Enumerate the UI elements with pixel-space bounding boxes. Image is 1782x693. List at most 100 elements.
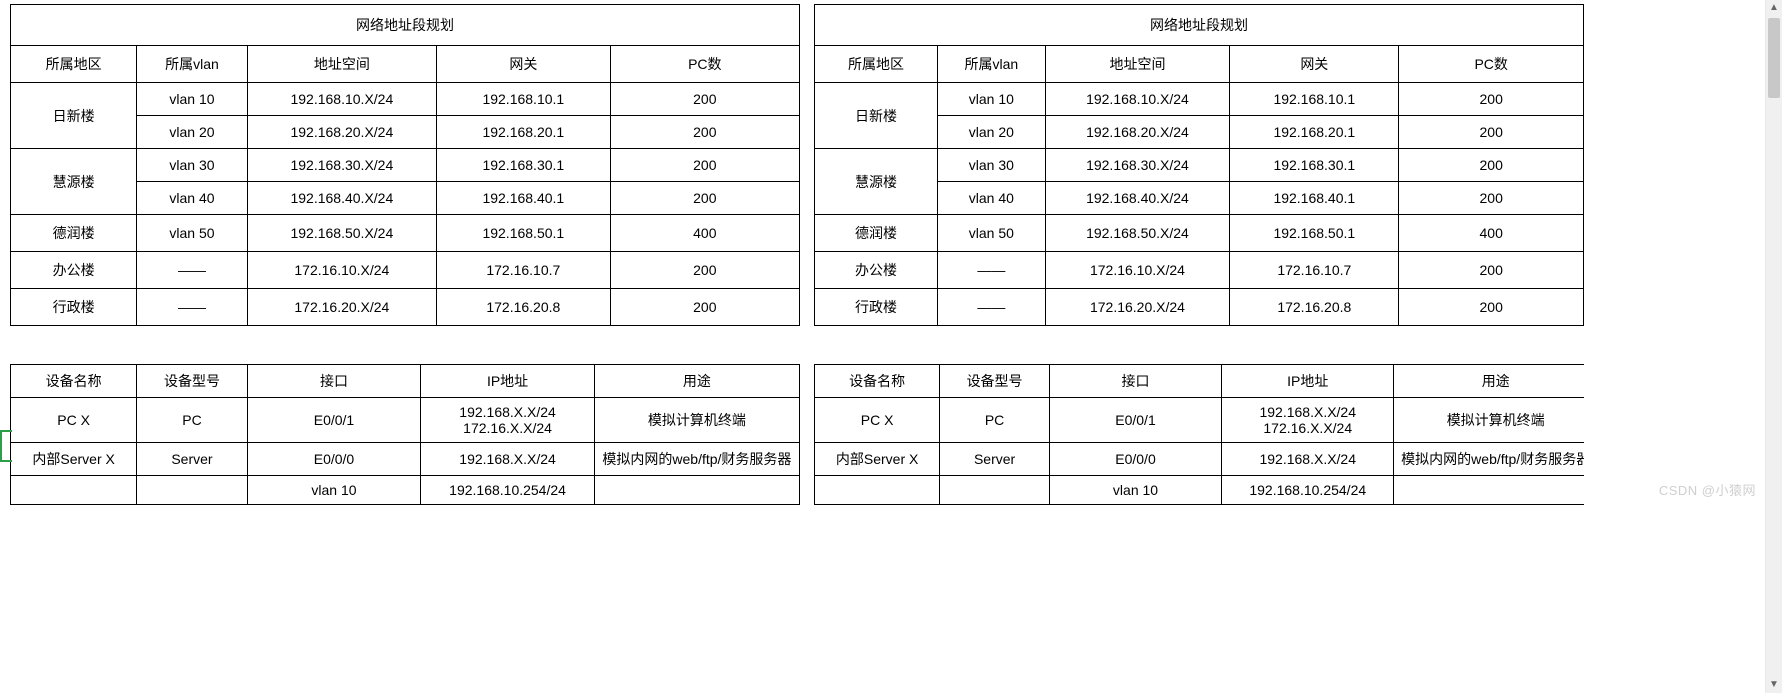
cell: 200 — [1399, 252, 1584, 289]
col-header: 接口 — [247, 365, 421, 398]
col-header: PC数 — [610, 46, 799, 83]
cell: 192.168.20.1 — [1230, 116, 1399, 149]
cell: vlan 30 — [137, 149, 247, 182]
col-header: PC数 — [1399, 46, 1584, 83]
net-plan-table-right-wrap: 网络地址段规划 所属地区 所属vlan 地址空间 网关 PC数 日新楼 vlan… — [814, 4, 1584, 326]
cell: vlan 50 — [137, 215, 247, 252]
cell: E0/0/1 — [247, 398, 421, 443]
cell: vlan 10 — [137, 83, 247, 116]
cell: 172.16.20.X/24 — [1045, 289, 1230, 326]
cell: 192.168.30.X/24 — [1045, 149, 1230, 182]
cell: 192.168.50.X/24 — [247, 215, 436, 252]
cell: 192.168.40.1 — [437, 182, 611, 215]
col-header: 设备型号 — [137, 365, 247, 398]
col-header: 设备名称 — [815, 365, 940, 398]
cell: 192.168.10.254/24 — [1222, 476, 1394, 505]
cell: 400 — [1399, 215, 1584, 252]
region-cell: 办公楼 — [815, 252, 938, 289]
scroll-thumb[interactable] — [1768, 18, 1780, 98]
net-plan-table-left-wrap: 网络地址段规划 所属地区 所属vlan 地址空间 网关 PC数 日新楼 vlan… — [10, 4, 800, 326]
cell: vlan 10 — [1049, 476, 1221, 505]
col-header: 所属vlan — [938, 46, 1046, 83]
col-header: 用途 — [594, 365, 799, 398]
col-header: 网关 — [1230, 46, 1399, 83]
device-table-left: 设备名称 设备型号 接口 IP地址 用途 PC X PC E0/0/1 192.… — [10, 364, 800, 505]
cell: 172.16.20.8 — [437, 289, 611, 326]
col-header: 所属地区 — [815, 46, 938, 83]
cell: 192.168.X.X/24 — [1222, 443, 1394, 476]
cell: 192.168.X.X/24 — [421, 443, 595, 476]
cell — [1394, 476, 1584, 505]
cell: E0/0/0 — [1049, 443, 1221, 476]
col-header: 接口 — [1049, 365, 1221, 398]
cell: vlan 20 — [137, 116, 247, 149]
cell: —— — [938, 252, 1046, 289]
cell: 192.168.10.X/24 — [247, 83, 436, 116]
cell: 200 — [1399, 116, 1584, 149]
device-table-right: 设备名称 设备型号 接口 IP地址 用途 PC X PC E0/0/1 192.… — [814, 364, 1584, 505]
cell: 192.168.30.X/24 — [247, 149, 436, 182]
cell — [137, 476, 247, 505]
cell — [940, 476, 1050, 505]
region-cell: 行政楼 — [815, 289, 938, 326]
cell: 200 — [610, 83, 799, 116]
net-plan-table-left: 网络地址段规划 所属地区 所属vlan 地址空间 网关 PC数 日新楼 vlan… — [10, 4, 800, 326]
cell: vlan 40 — [137, 182, 247, 215]
cell: 200 — [1399, 289, 1584, 326]
net-plan-table-right: 网络地址段规划 所属地区 所属vlan 地址空间 网关 PC数 日新楼 vlan… — [814, 4, 1584, 326]
device-table-left-wrap: 设备名称 设备型号 接口 IP地址 用途 PC X PC E0/0/1 192.… — [10, 364, 800, 505]
region-cell: 德润楼 — [11, 215, 137, 252]
cell: 172.16.10.7 — [1230, 252, 1399, 289]
cell: 192.168.10.1 — [437, 83, 611, 116]
device-table-right-wrap: 设备名称 设备型号 接口 IP地址 用途 PC X PC E0/0/1 192.… — [814, 364, 1584, 505]
cell — [594, 476, 799, 505]
selection-marker — [0, 430, 12, 462]
cell: —— — [137, 289, 247, 326]
cell: PC X — [11, 398, 137, 443]
region-cell: 行政楼 — [11, 289, 137, 326]
cell: Server — [940, 443, 1050, 476]
cell: 200 — [610, 252, 799, 289]
scroll-up-icon[interactable]: ▲ — [1766, 0, 1782, 16]
cell: 200 — [1399, 83, 1584, 116]
scroll-down-icon[interactable]: ▼ — [1766, 677, 1782, 693]
region-cell: 慧源楼 — [11, 149, 137, 215]
region-cell: 德润楼 — [815, 215, 938, 252]
cell: E0/0/1 — [1049, 398, 1221, 443]
cell: 200 — [610, 116, 799, 149]
cell: 192.168.X.X/24 172.16.X.X/24 — [1222, 398, 1394, 443]
cell: 200 — [610, 289, 799, 326]
cell: Server — [137, 443, 247, 476]
col-header: 网关 — [437, 46, 611, 83]
cell: 192.168.50.1 — [1230, 215, 1399, 252]
cell: 400 — [610, 215, 799, 252]
cell: vlan 10 — [938, 83, 1046, 116]
region-cell: 慧源楼 — [815, 149, 938, 215]
cell: vlan 30 — [938, 149, 1046, 182]
region-cell: 日新楼 — [815, 83, 938, 149]
region-cell: 日新楼 — [11, 83, 137, 149]
col-header: 地址空间 — [1045, 46, 1230, 83]
cell: 模拟内网的web/ftp/财务服务器 — [594, 443, 799, 476]
cell: 模拟内网的web/ftp/财务服务器 — [1394, 443, 1584, 476]
cell: 172.16.10.X/24 — [247, 252, 436, 289]
cell: E0/0/0 — [247, 443, 421, 476]
cell: 192.168.20.X/24 — [247, 116, 436, 149]
cell: vlan 10 — [247, 476, 421, 505]
cell: —— — [938, 289, 1046, 326]
cell: PC — [137, 398, 247, 443]
cell: 172.16.20.X/24 — [247, 289, 436, 326]
col-header: 设备名称 — [11, 365, 137, 398]
region-cell: 办公楼 — [11, 252, 137, 289]
table-title: 网络地址段规划 — [815, 5, 1584, 46]
cell: PC — [940, 398, 1050, 443]
cell: 192.168.40.1 — [1230, 182, 1399, 215]
cell: 172.16.10.7 — [437, 252, 611, 289]
cell: 192.168.20.1 — [437, 116, 611, 149]
cell: vlan 20 — [938, 116, 1046, 149]
cell: 模拟计算机终端 — [594, 398, 799, 443]
cell: 192.168.50.X/24 — [1045, 215, 1230, 252]
cell: 192.168.40.X/24 — [1045, 182, 1230, 215]
col-header: 地址空间 — [247, 46, 436, 83]
vertical-scrollbar[interactable]: ▲ ▼ — [1765, 0, 1782, 693]
